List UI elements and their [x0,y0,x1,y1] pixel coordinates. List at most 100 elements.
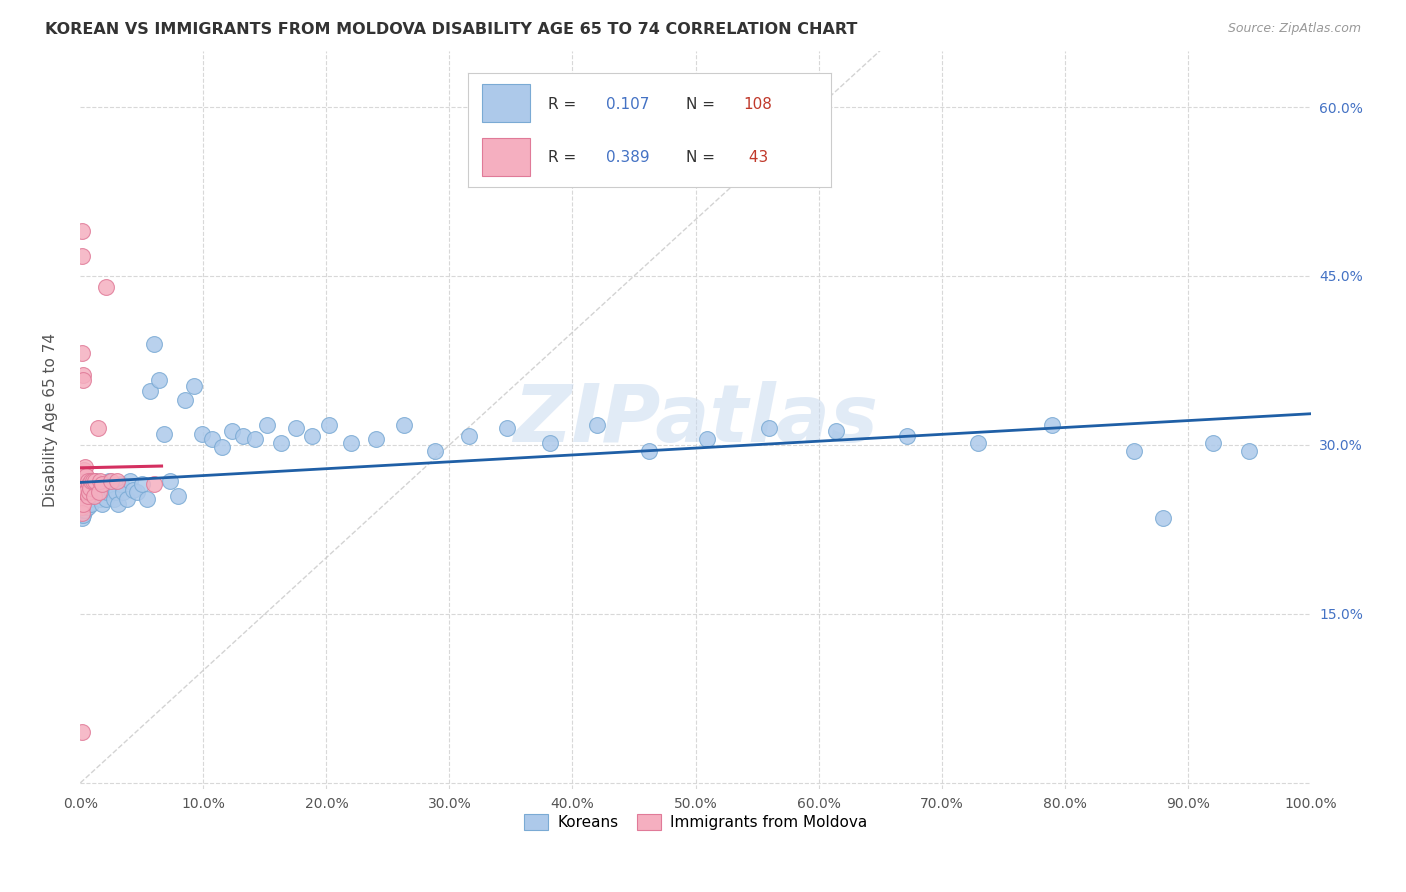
Point [72,481,94,495]
Point [201,433,224,447]
Point [70,469,93,483]
Y-axis label: Disability Age 65 to 74: Disability Age 65 to 74 [44,333,58,507]
Point [221,425,243,439]
Point [79,491,101,506]
Point [143,477,166,491]
Point [112,485,135,500]
Point [538,435,561,450]
Point [96,491,118,506]
Point [76,485,98,500]
Point [76,489,98,503]
Point [70,224,93,238]
Point [75,477,97,491]
Point [70,481,93,495]
Point [97,474,120,488]
Point [73,477,96,491]
Point [87,477,110,491]
Point [72,496,94,510]
Point [148,373,170,387]
Point [72,496,94,510]
Point [70,483,93,497]
Point [70,511,93,525]
Point [96,280,118,294]
Point [70,496,93,510]
Point [80,496,103,510]
Point [72,485,94,500]
Point [70,477,93,491]
Point [83,483,105,497]
Point [70,506,93,520]
Point [135,491,157,506]
Point [75,477,97,491]
Point [896,429,918,443]
Point [243,433,266,447]
Point [76,500,98,514]
Point [75,503,97,517]
Point [73,496,96,510]
Text: Source: ZipAtlas.com: Source: ZipAtlas.com [1227,22,1361,36]
Point [73,500,96,514]
Point [232,429,254,443]
Point [70,500,93,514]
Point [1152,511,1174,525]
Point [131,477,153,491]
Point [72,373,94,387]
Point [183,379,205,393]
Point [100,474,122,488]
Point [86,421,108,435]
Point [364,433,387,447]
Point [77,481,100,495]
Point [70,477,93,491]
Point [211,440,233,454]
Point [696,433,718,447]
Point [70,503,93,517]
Point [191,426,214,441]
Point [76,496,98,510]
Point [72,474,94,488]
Point [103,491,125,506]
Point [73,489,96,503]
Point [94,477,117,491]
Point [72,368,94,383]
Point [90,483,112,497]
Point [70,491,93,506]
Point [107,496,129,510]
Point [91,477,114,491]
Point [318,417,340,432]
Point [301,429,323,443]
Point [76,481,98,495]
Point [125,485,148,500]
Point [73,474,96,488]
Point [637,443,659,458]
Point [166,489,188,503]
Point [270,435,292,450]
Point [76,489,98,503]
Point [73,491,96,506]
Point [1202,435,1225,450]
Point [72,503,94,517]
Point [70,249,93,263]
Point [72,491,94,506]
Point [86,489,108,503]
Point [76,474,98,488]
Point [1040,417,1063,432]
Point [77,485,100,500]
Point [824,425,846,439]
Point [423,443,446,458]
Point [84,474,107,488]
Point [105,485,128,500]
Point [96,485,118,500]
Point [72,508,94,522]
Point [1122,443,1144,458]
Point [79,477,101,491]
Point [72,477,94,491]
Point [79,481,101,495]
Point [75,485,97,500]
Point [75,460,97,475]
Point [89,474,111,488]
Point [586,417,609,432]
Point [73,485,96,500]
Point [76,483,98,497]
Point [70,725,93,739]
Point [76,485,98,500]
